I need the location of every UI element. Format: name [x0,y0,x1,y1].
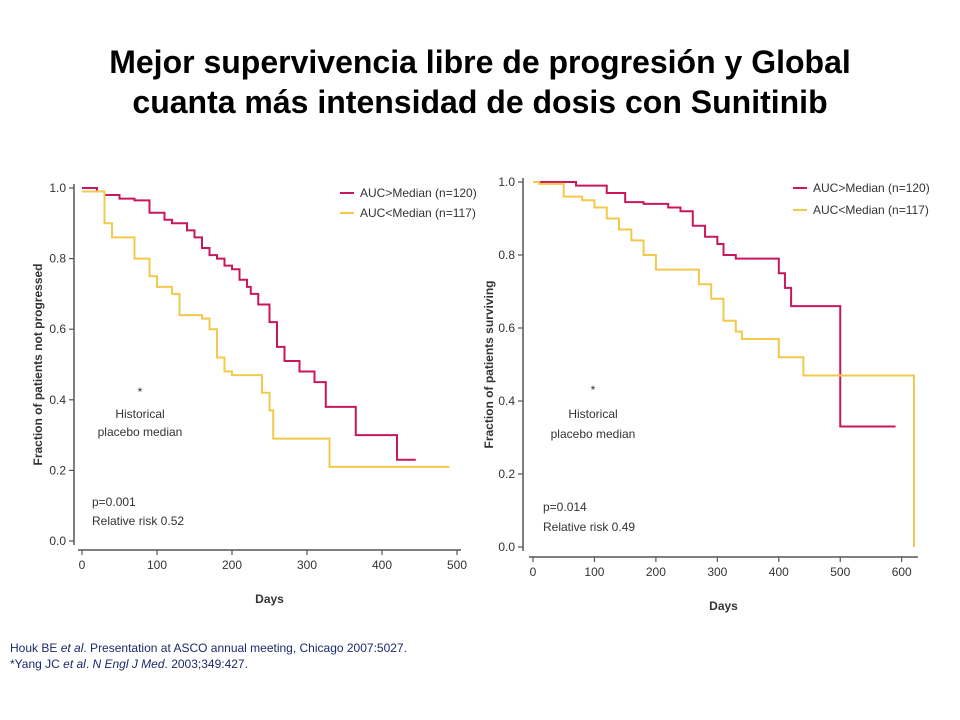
x-tick-label: 200 [222,558,242,572]
x-tick-label: 300 [297,558,317,572]
y-tick-label: 0.6 [49,322,66,336]
series-line-auc-above-median [82,187,416,461]
annotation-p-value: p=0.014 [543,500,587,514]
annotation-placebo-median: placebo median [551,427,636,441]
series-line-auc-below-median [533,181,915,547]
y-tick-label: 0.8 [498,248,515,262]
legend-label: AUC<Median (n=117) [360,206,476,220]
annotation-relative-risk: Relative risk 0.52 [92,514,184,528]
legend-label: AUC>Median (n=120) [360,186,477,200]
x-tick-label: 100 [584,565,604,579]
x-axis-title: Days [709,599,738,613]
annotation-asterisk: * [591,383,596,397]
slide-title: Mejor supervivencia libre de progresión … [0,42,960,122]
x-tick-label: 500 [447,558,467,572]
x-tick-label: 100 [147,558,167,572]
footnote-line-2: *Yang JC et al. N Engl J Med. 2003;349:4… [10,657,248,671]
x-tick-label: 500 [830,565,850,579]
x-tick-label: 200 [646,565,666,579]
footnote-line-1: Houk BE et al. Presentation at ASCO annu… [10,641,407,655]
y-tick-label: 1.0 [49,181,66,195]
series-line-auc-above-median [533,181,896,428]
legend-label: AUC<Median (n=117) [813,203,929,217]
legend-label: AUC>Median (n=120) [813,181,930,195]
annotation-historical: Historical [568,407,617,421]
x-tick-label: 0 [530,565,537,579]
annotation-relative-risk: Relative risk 0.49 [543,520,635,534]
annotation-historical: Historical [115,407,164,421]
x-tick-label: 300 [707,565,727,579]
footnote: Houk BE et al. Presentation at ASCO annu… [10,640,407,672]
annotation-placebo-median: placebo median [98,425,183,439]
slide-title-line-1: Mejor supervivencia libre de progresión … [109,44,851,80]
y-tick-label: 0.2 [498,467,515,481]
y-tick-label: 0.4 [498,394,515,408]
x-tick-label: 400 [372,558,392,572]
y-tick-label: 0.6 [498,321,515,335]
y-tick-label: 0.0 [49,534,66,548]
slide-title-line-2: cuanta más intensidad de dosis con Sunit… [132,84,828,120]
x-tick-label: 600 [892,565,912,579]
x-axis-title: Days [255,592,284,606]
y-tick-label: 0.4 [49,393,66,407]
series-line-auc-below-median [82,190,450,468]
x-tick-label: 400 [769,565,789,579]
y-tick-label: 0.2 [49,463,66,477]
y-axis-title: Fraction of patients not progressed [31,263,45,465]
annotation-p-value: p=0.001 [92,495,136,509]
x-tick-label: 0 [79,558,86,572]
y-tick-label: 0.8 [49,252,66,266]
y-tick-label: 0.0 [498,540,515,554]
y-tick-label: 1.0 [498,175,515,189]
y-axis-title: Fraction of patients surviving [482,280,496,448]
annotation-asterisk: * [138,385,143,399]
